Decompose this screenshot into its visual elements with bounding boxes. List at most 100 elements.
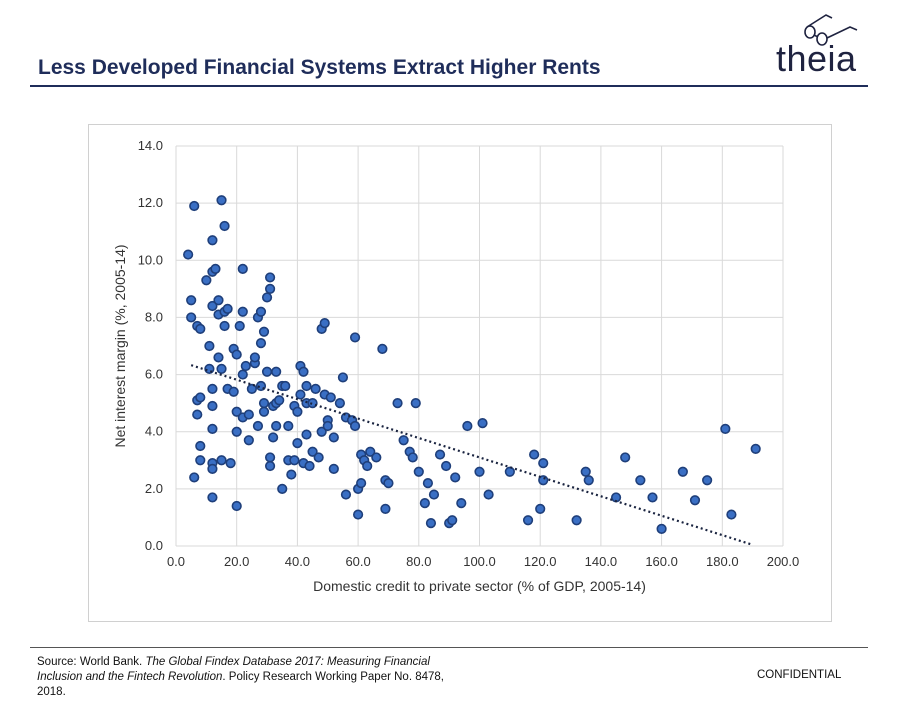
data-point bbox=[319, 318, 330, 329]
data-point bbox=[264, 460, 276, 472]
data-point bbox=[183, 249, 194, 260]
data-point bbox=[571, 515, 582, 526]
data-point bbox=[620, 452, 631, 463]
y-tick-label: 8.0 bbox=[145, 309, 163, 324]
data-point bbox=[186, 295, 197, 306]
data-point bbox=[261, 366, 273, 377]
data-point bbox=[583, 475, 594, 486]
data-point bbox=[219, 320, 230, 332]
data-point bbox=[720, 423, 731, 434]
source-citation: Source: World Bank. The Global Findex Da… bbox=[37, 655, 467, 700]
x-tick-label: 0.0 bbox=[167, 554, 185, 569]
data-point bbox=[271, 420, 282, 432]
data-point bbox=[231, 500, 242, 512]
data-point bbox=[207, 463, 218, 474]
data-point bbox=[371, 452, 382, 463]
data-point bbox=[252, 420, 264, 432]
data-point bbox=[425, 518, 437, 529]
data-point bbox=[380, 503, 391, 514]
data-point bbox=[328, 432, 339, 443]
data-point bbox=[243, 409, 254, 420]
data-point bbox=[298, 366, 309, 377]
data-point bbox=[207, 383, 218, 394]
data-point bbox=[535, 503, 546, 514]
data-point bbox=[225, 458, 236, 469]
y-axis-label: Net interest margin (%, 2005-14) bbox=[112, 244, 128, 447]
data-point bbox=[726, 509, 737, 520]
x-tick-label: 160.0 bbox=[645, 554, 678, 569]
data-point bbox=[447, 515, 458, 526]
data-point bbox=[441, 460, 452, 472]
footer-divider bbox=[30, 647, 868, 648]
data-point bbox=[434, 449, 446, 460]
source-suffix: . Policy Research Working Paper No. 8478… bbox=[37, 671, 444, 698]
data-point bbox=[264, 283, 276, 294]
data-point bbox=[349, 420, 361, 432]
data-point bbox=[635, 475, 646, 486]
data-point bbox=[419, 498, 430, 509]
x-tick-label: 40.0 bbox=[285, 554, 310, 569]
data-point bbox=[237, 306, 248, 317]
y-tick-label: 0.0 bbox=[145, 538, 163, 553]
data-point bbox=[522, 515, 534, 526]
data-point bbox=[231, 426, 242, 437]
data-point bbox=[356, 478, 367, 489]
data-point bbox=[322, 420, 333, 432]
trend-line bbox=[190, 364, 753, 546]
data-point bbox=[210, 263, 221, 274]
data-point bbox=[189, 472, 200, 483]
data-point bbox=[216, 363, 227, 374]
data-point bbox=[258, 326, 270, 337]
data-point bbox=[292, 438, 303, 449]
data-point bbox=[280, 380, 291, 392]
data-point bbox=[255, 338, 267, 349]
data-point bbox=[295, 389, 306, 400]
y-tick-label: 12.0 bbox=[138, 195, 163, 210]
data-point bbox=[207, 492, 218, 503]
data-point bbox=[504, 466, 515, 477]
data-point bbox=[246, 383, 257, 394]
data-point bbox=[222, 303, 233, 314]
data-point bbox=[702, 475, 713, 486]
data-point bbox=[337, 372, 349, 383]
data-point bbox=[392, 398, 403, 409]
data-point bbox=[213, 295, 224, 306]
data-point bbox=[365, 446, 376, 457]
data-point bbox=[362, 460, 373, 472]
data-point bbox=[255, 306, 267, 317]
data-point bbox=[450, 472, 461, 483]
x-tick-label: 100.0 bbox=[463, 554, 496, 569]
data-point bbox=[377, 343, 388, 354]
source-title: The Global Findex Database 2017: Measuri… bbox=[37, 656, 430, 683]
data-point bbox=[349, 332, 361, 343]
data-point bbox=[274, 395, 285, 406]
data-point bbox=[207, 235, 218, 246]
data-point bbox=[216, 455, 227, 466]
x-tick-label: 20.0 bbox=[224, 554, 249, 569]
x-tick-label: 120.0 bbox=[524, 554, 557, 569]
data-point bbox=[189, 200, 200, 212]
data-point bbox=[264, 272, 276, 283]
data-point bbox=[213, 352, 224, 363]
data-point bbox=[292, 406, 303, 417]
scatter-chart: 0.0 20.0 40.0 60.0 80.0 100.0 120.0 140.0 160.0 1… bbox=[112, 138, 800, 594]
x-tick-label: 200.0 bbox=[767, 554, 800, 569]
data-point bbox=[334, 398, 345, 409]
data-point bbox=[207, 423, 218, 434]
data-point bbox=[195, 440, 206, 452]
x-axis-label: Domestic credit to private sector (% of … bbox=[313, 578, 646, 594]
source-prefix: Source: World Bank. bbox=[37, 656, 146, 668]
y-tick-label: 4.0 bbox=[145, 424, 163, 439]
data-point bbox=[647, 492, 658, 503]
data-point bbox=[286, 469, 297, 480]
data-point bbox=[204, 340, 215, 352]
data-point bbox=[477, 418, 488, 429]
y-tick-label: 14.0 bbox=[138, 138, 163, 153]
data-point bbox=[243, 435, 254, 446]
data-point bbox=[580, 466, 591, 477]
data-point bbox=[192, 409, 203, 420]
data-point bbox=[750, 443, 761, 454]
data-point bbox=[258, 398, 270, 409]
data-point bbox=[301, 380, 312, 392]
data-point bbox=[313, 452, 324, 463]
